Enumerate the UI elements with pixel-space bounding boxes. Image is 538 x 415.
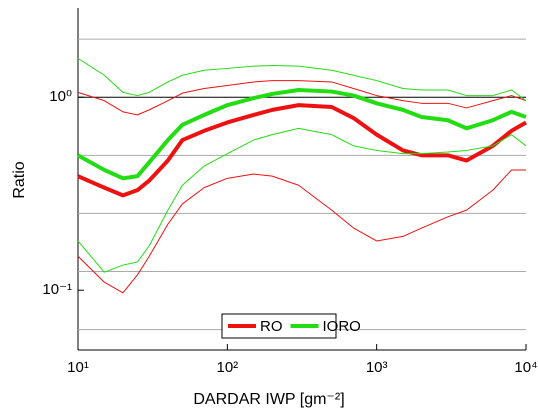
y-axis-label: Ratio xyxy=(11,161,28,198)
band-line xyxy=(77,57,527,102)
x-tick-label: 10³ xyxy=(366,359,388,376)
band-line xyxy=(77,127,527,273)
series-line xyxy=(77,88,527,181)
y-tick-label: 10⁰ xyxy=(49,88,72,105)
x-tick-label: 10¹ xyxy=(67,359,89,376)
y-tick-label: 10⁻¹ xyxy=(42,281,72,298)
band-line xyxy=(77,80,527,116)
x-tick-label: 10⁴ xyxy=(514,359,537,376)
x-axis-label: DARDAR IWP [gm⁻²] xyxy=(193,391,344,408)
band-line xyxy=(77,169,526,294)
legend-label: IORO xyxy=(323,318,361,335)
series-line xyxy=(77,103,527,198)
legend-label: RO xyxy=(260,318,283,335)
x-tick-label: 10² xyxy=(216,359,238,376)
